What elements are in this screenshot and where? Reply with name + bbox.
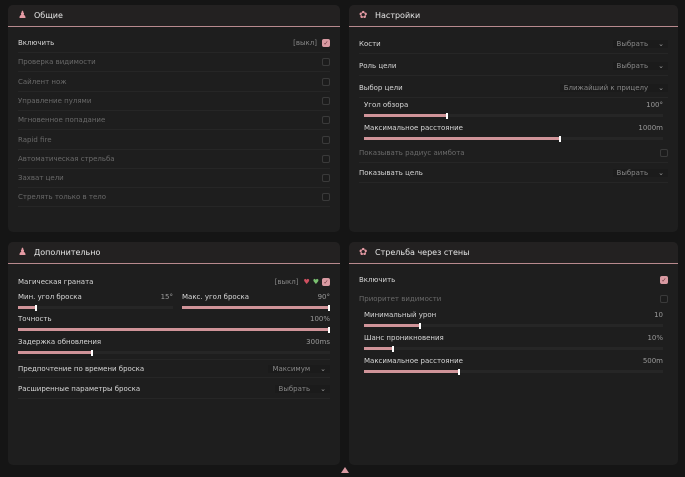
panel-title: Общие xyxy=(34,11,63,20)
slider-handle[interactable] xyxy=(445,112,448,119)
slider-handle[interactable] xyxy=(391,345,394,352)
delay-slider[interactable]: Задержка обновления 300ms xyxy=(18,338,330,360)
panel-header: ♟ Дополнительно xyxy=(8,242,340,264)
gear-icon: ✿ xyxy=(359,9,368,21)
time-pref-dropdown[interactable]: Максимум ⌄ xyxy=(268,364,330,373)
checkbox[interactable] xyxy=(322,77,330,86)
panel-general: ♟ Общие Включить [выкл] ✓ Проверка видимости… xyxy=(8,5,340,232)
checkbox[interactable] xyxy=(322,135,330,144)
chevron-down-icon: ⌄ xyxy=(658,84,664,92)
slider-handle[interactable] xyxy=(90,349,93,356)
checkbox[interactable] xyxy=(322,193,330,202)
show-radius-row[interactable]: Показывать радиус аимбота xyxy=(359,144,668,163)
panel-extra: ♟ Дополнительно Магическая граната [выкл] ♥… xyxy=(8,242,340,465)
show-target-dropdown[interactable]: Выбрать ⌄ xyxy=(612,169,668,177)
bones-row[interactable]: Кости Выбрать ⌄ xyxy=(359,35,668,54)
general-item[interactable]: Включить [выкл] ✓ xyxy=(18,34,330,53)
wallbang-enable-checkbox[interactable]: ✓ xyxy=(660,275,668,284)
target-role-label: Роль цели xyxy=(359,62,397,70)
min-angle-slider[interactable]: Мин. угол броска 15° xyxy=(18,293,173,315)
panel-title: Стрельба через стены xyxy=(375,248,470,257)
slider-handle[interactable] xyxy=(457,368,460,375)
priority-checkbox[interactable] xyxy=(660,294,668,303)
time-pref-row[interactable]: Предпочтение по времени броска Максимум ⌄ xyxy=(18,359,330,378)
wallbang-max-distance-slider[interactable]: Максимальное расстояние 500m xyxy=(364,357,663,379)
checkbox[interactable] xyxy=(322,116,330,125)
panel-title: Настройки xyxy=(375,11,421,20)
chevron-down-icon: ⌄ xyxy=(658,40,664,48)
chevron-down-icon: ⌄ xyxy=(658,169,664,177)
advanced-row[interactable]: Расширенные параметры броска Выбрать ⌄ xyxy=(18,380,330,399)
max-angle-slider[interactable]: Макс. угол броска 90° xyxy=(182,293,330,315)
character-icon: ♟ xyxy=(18,9,27,21)
checkbox[interactable] xyxy=(322,154,330,163)
gear-icon: ✿ xyxy=(359,246,368,258)
chevron-down-icon: ⌄ xyxy=(658,62,664,70)
chevron-down-icon: ⌄ xyxy=(320,385,326,393)
target-role-dropdown[interactable]: Выбрать ⌄ xyxy=(612,62,668,70)
slider-handle[interactable] xyxy=(328,326,330,333)
color-picker-icon[interactable]: ♥ xyxy=(312,277,319,286)
slider-handle[interactable] xyxy=(418,322,421,329)
panel-title: Дополнительно xyxy=(34,248,101,257)
heart-icon[interactable]: ♥ xyxy=(303,277,310,286)
general-item[interactable]: Захват цели xyxy=(18,169,330,189)
target-select-label: Выбор цели xyxy=(359,84,403,92)
target-select-dropdown[interactable]: Ближайший к прицелу ⌄ xyxy=(559,84,668,92)
penetration-slider[interactable]: Шанс проникновения 10% xyxy=(364,334,663,356)
slider-handle[interactable] xyxy=(559,135,562,142)
accuracy-slider[interactable]: Точность 100% xyxy=(18,315,330,337)
panel-settings: ✿ Настройки Кости Выбрать ⌄ Роль цели Выбрат… xyxy=(349,5,678,232)
panel-header: ✿ Стрельба через стены xyxy=(349,242,678,264)
advanced-dropdown[interactable]: Выбрать ⌄ xyxy=(274,385,330,393)
panel-header: ♟ Общие xyxy=(8,5,340,27)
resize-handle-icon[interactable] xyxy=(341,467,349,473)
slider-handle[interactable] xyxy=(34,304,37,311)
min-damage-slider[interactable]: Минимальный урон 10 xyxy=(364,311,663,333)
panel-header: ✿ Настройки xyxy=(349,5,678,27)
wallbang-enable-row[interactable]: Включить ✓ xyxy=(359,275,668,284)
character-icon: ♟ xyxy=(18,246,27,258)
checkbox[interactable] xyxy=(322,174,330,183)
general-item[interactable]: Управление пулями xyxy=(18,92,330,111)
panel-wallbang: ✿ Стрельба через стены Включить ✓ Приорите… xyxy=(349,242,678,465)
checkbox[interactable] xyxy=(322,58,330,67)
general-item[interactable]: Сайлент нож xyxy=(18,73,330,92)
general-item[interactable]: Стрелять только в тело xyxy=(18,188,330,208)
priority-row[interactable]: Приоритет видимости xyxy=(359,289,668,308)
bones-label: Кости xyxy=(359,40,381,48)
bones-dropdown[interactable]: Выбрать ⌄ xyxy=(612,40,668,48)
slider-handle[interactable] xyxy=(328,304,330,311)
chevron-down-icon: ⌄ xyxy=(320,364,326,373)
grenade-row[interactable]: Магическая граната [выкл] ♥ ♥ ✓ xyxy=(18,277,330,286)
checkbox[interactable]: ✓ xyxy=(322,39,330,47)
general-item[interactable]: Мгновенное попадание xyxy=(18,111,330,131)
show-radius-checkbox[interactable] xyxy=(660,149,668,157)
grenade-checkbox[interactable]: ✓ xyxy=(322,277,330,286)
general-item[interactable]: Rapid fire xyxy=(18,131,330,150)
general-item[interactable]: Автоматическая стрельба xyxy=(18,150,330,169)
show-target-row[interactable]: Показывать цель Выбрать ⌄ xyxy=(359,164,668,183)
general-item[interactable]: Проверка видимости xyxy=(18,53,330,73)
target-role-row[interactable]: Роль цели Выбрать ⌄ xyxy=(359,57,668,76)
checkbox[interactable] xyxy=(322,96,330,105)
fov-slider[interactable]: Угол обзора 100° xyxy=(364,101,663,123)
target-select-row[interactable]: Выбор цели Ближайший к прицелу ⌄ xyxy=(359,79,668,98)
max-distance-slider[interactable]: Максимальное расстояние 1000m xyxy=(364,124,663,146)
